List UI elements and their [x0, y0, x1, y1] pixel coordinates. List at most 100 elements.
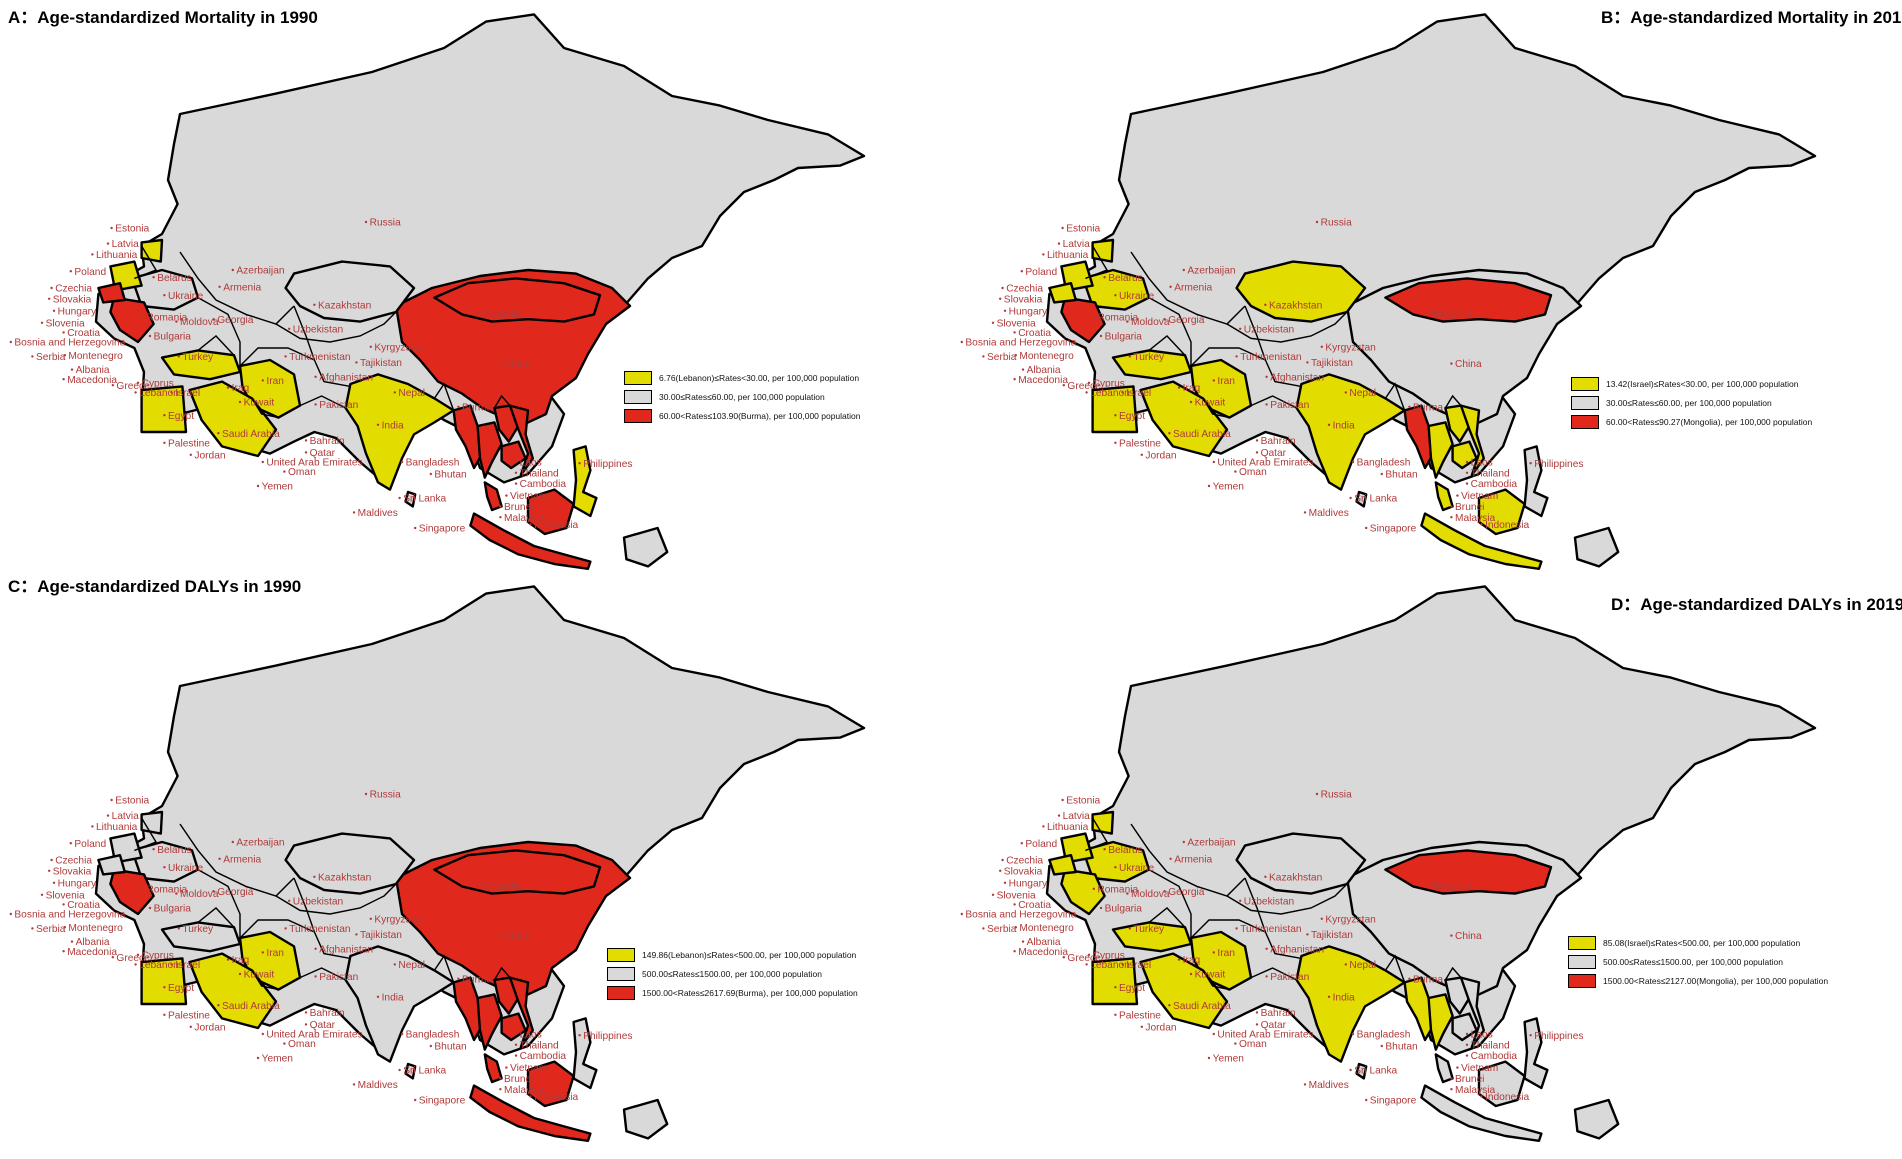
legend-row: 1500.00<Rates≤2617.69(Burma), per 100,00…	[607, 983, 858, 1002]
country-dot	[475, 312, 478, 315]
country-label: Latvia	[1063, 239, 1091, 250]
country-dot	[313, 875, 316, 878]
country-border	[1130, 251, 1246, 325]
country-dot	[1042, 253, 1045, 256]
country-dot	[514, 1054, 518, 1057]
region-kazakhstan	[284, 832, 416, 895]
country-label: Palestine	[1119, 438, 1161, 449]
country-label: Jordan	[194, 450, 225, 461]
country-dot	[1344, 391, 1347, 394]
country-dot	[376, 423, 380, 427]
region-saudi	[188, 952, 278, 1030]
country-label: Burma	[1413, 974, 1443, 985]
country-dot	[499, 362, 502, 365]
country-dot	[217, 1004, 220, 1007]
country-label: Indonesia	[534, 1092, 579, 1103]
country-label: United Arab Emirates	[1217, 1030, 1313, 1041]
country-dot	[999, 869, 1002, 872]
country-dot	[50, 858, 53, 862]
country-label: Malaysia	[1455, 1085, 1496, 1096]
country-label: Oman	[288, 467, 316, 478]
panel-a: Russia Estonia Latvia Lithuania Poland Czechi…	[0, 0, 951, 579]
country-label: Iraq	[1183, 955, 1201, 966]
country-label: Brunei	[1455, 502, 1484, 513]
country-label: Slovenia	[46, 890, 85, 901]
country-label: Poland	[74, 839, 106, 850]
country-dot	[238, 400, 242, 404]
country-dot	[1327, 423, 1331, 427]
country-dot	[212, 318, 215, 321]
country-dot	[31, 355, 34, 358]
legend-a: 6.76(Lebanon)≤Rates<30.00, per 100,000 p…	[624, 368, 861, 425]
country-label: Moldova	[180, 889, 219, 900]
country-dot	[999, 297, 1002, 300]
country-dot	[313, 303, 316, 306]
legend-swatch-red	[607, 985, 635, 1000]
country-label: Iran	[266, 376, 284, 387]
region-papua	[1573, 1098, 1620, 1140]
country-dot	[1013, 903, 1016, 906]
country-label: Vietnam	[1461, 1063, 1498, 1074]
region-czechia	[97, 854, 127, 876]
region-landmass	[94, 13, 866, 484]
panel-c: Russia Estonia Latvia Lithuania Poland Czechi…	[0, 572, 951, 1151]
country-label: Belarus	[157, 273, 192, 284]
legend-swatch-yellow	[1568, 935, 1596, 950]
country-dot	[1426, 312, 1429, 315]
country-label: Palestine	[168, 1010, 210, 1021]
country-border	[1190, 347, 1266, 367]
country-dot	[1529, 1034, 1532, 1037]
country-dot	[1207, 484, 1211, 488]
country-label: Hungary	[1009, 306, 1048, 317]
country-label: Slovenia	[46, 318, 85, 329]
country-label: Ukraine	[1119, 863, 1154, 874]
country-dot	[578, 1034, 581, 1037]
country-dot	[1255, 1023, 1259, 1026]
country-border	[239, 347, 315, 367]
panel-title-c: C：Age-standardized DALYs in 1990	[8, 577, 302, 596]
country-dot	[1001, 286, 1004, 290]
country-dot	[1303, 1083, 1307, 1086]
country-label: Vietnam	[1461, 491, 1498, 502]
country-dot	[352, 511, 356, 514]
country-dot	[578, 462, 581, 465]
country-label: Iran	[1217, 948, 1235, 959]
country-label: Lebanon	[139, 388, 179, 399]
country-dot	[1189, 400, 1193, 404]
country-label: Maldives	[358, 1080, 398, 1091]
country-border	[1085, 817, 1109, 852]
region-egypt	[1091, 385, 1139, 434]
country-label: Greece	[116, 953, 150, 964]
country-dot	[1239, 899, 1242, 902]
country-label: Saudi Arabia	[222, 429, 280, 440]
country-dot	[1456, 1066, 1459, 1069]
region-landmass	[1045, 13, 1817, 484]
country-label: Qatar	[1261, 1020, 1287, 1031]
country-border	[1202, 970, 1230, 991]
country-dot	[414, 526, 417, 530]
country-label: Nepal	[398, 960, 425, 971]
country-dot	[1349, 1068, 1352, 1072]
country-border	[299, 967, 346, 981]
region-estonia	[140, 810, 164, 835]
country-label: Albania	[1027, 937, 1061, 948]
country-dot	[1140, 1025, 1143, 1028]
country-label: Oman	[1239, 1039, 1267, 1050]
country-dot	[152, 848, 155, 851]
country-dot	[1177, 386, 1181, 389]
country-label: Uzbekistan	[293, 896, 343, 907]
country-label: Cyprus	[1093, 378, 1125, 389]
country-label: Yemen	[262, 1054, 293, 1065]
legend-row: 1500.00<Rates≤2127.00(Mongolia), per 100…	[1568, 971, 1828, 990]
legend-row: 500.00≤Rates≤1500.00, per 100,000 popula…	[1568, 952, 1828, 971]
region-malaysia	[1434, 1053, 1454, 1084]
country-dot	[1365, 526, 1368, 530]
country-dot	[1168, 432, 1171, 435]
country-dot	[1003, 309, 1007, 312]
country-border	[134, 817, 158, 852]
country-label: Turkey	[182, 352, 214, 363]
country-label: Pakistan	[319, 972, 358, 983]
country-dot	[1114, 1013, 1117, 1016]
country-dot	[1480, 1095, 1483, 1098]
country-dot	[1114, 866, 1117, 869]
